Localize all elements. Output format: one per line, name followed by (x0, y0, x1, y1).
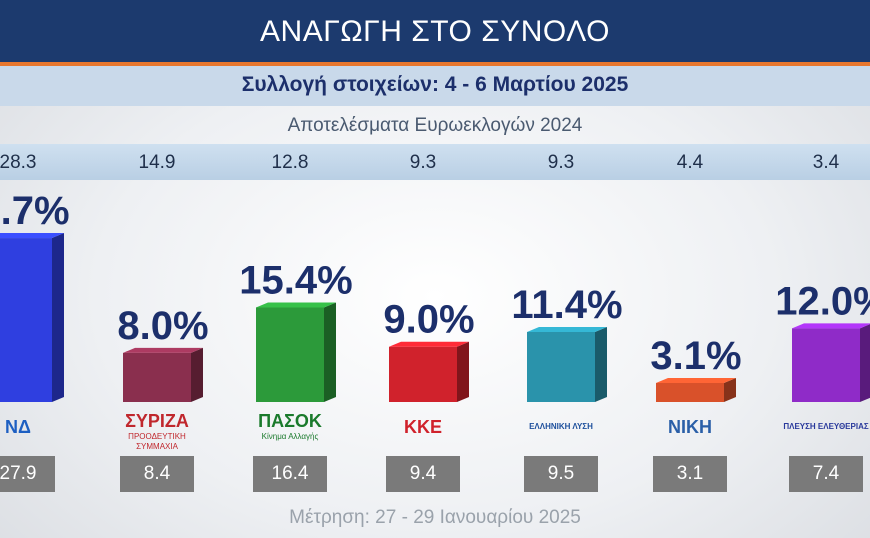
party-logo-text: ΝΔ (5, 417, 31, 437)
euro-result-value: 14.9 (138, 152, 176, 173)
data-label: 11.4% (511, 283, 622, 327)
euro-result-value: 9.3 (409, 152, 437, 173)
party-logo-text: ΚΚΕ (403, 417, 442, 437)
euro-result-value: 12.8 (271, 152, 309, 173)
bar-top (792, 323, 870, 329)
bar-side (860, 324, 870, 402)
bar-side (324, 302, 336, 402)
euro-result-value: 3.4 (812, 152, 840, 173)
data-label: 12.0% (775, 279, 870, 323)
bar-side (724, 377, 736, 402)
previous-poll-value: 9.4 (386, 456, 460, 492)
previous-poll-value: 3.1 (653, 456, 727, 492)
data-label: 3.1% (650, 334, 741, 378)
bar-side (191, 347, 203, 402)
party-logo: ΠΑΣΟΚ Κίνημα Αλλαγής (242, 410, 338, 448)
bar (256, 307, 324, 402)
bar (389, 346, 457, 402)
bar-top (0, 233, 64, 239)
euro-result-value: 4.4 (676, 152, 704, 173)
previous-poll-label: Μέτρηση: 27 - 29 Ιανουαρίου 2025 (289, 507, 581, 528)
bar-top (656, 377, 736, 383)
party-logo-text: ΣΥΡΙΖΑ (125, 411, 189, 431)
party-logo: ΚΚΕ (375, 410, 471, 448)
data-label: 9.0% (383, 298, 474, 342)
party-logo-text: ΠΑΣΟΚ (258, 411, 322, 431)
page-title: ΑΝΑΓΩΓΗ ΣΤΟ ΣΥΝΟΛΟ (260, 15, 610, 48)
party-logo-text: ΝΙΚΗ (668, 417, 712, 437)
bar (123, 352, 191, 402)
euro-results-label: Αποτελέσματα Ευρωεκλογών 2024 (287, 115, 583, 136)
bar (527, 332, 595, 402)
euro-result-value: 28.3 (0, 152, 37, 173)
bar-side (595, 327, 607, 402)
party-logo: ΝΔ (0, 410, 66, 448)
bar (656, 382, 724, 402)
bar-top (389, 341, 469, 347)
bar-top (256, 302, 336, 308)
party-logo: ΠΛΕΥΣΗ ΕΛΕΥΘΕΡΙΑΣ (778, 410, 870, 448)
bar-top (123, 347, 203, 353)
party-logo-subtext: Κίνημα Αλλαγής (261, 432, 319, 441)
previous-poll-value: 16.4 (253, 456, 327, 492)
previous-poll-value: 27.9 (0, 456, 55, 492)
data-label: 8.0% (117, 304, 208, 348)
header-bar: ΑΝΑΓΩΓΗ ΣΤΟ ΣΥΝΟΛΟ (0, 0, 870, 62)
accent-line (0, 62, 870, 66)
bar (0, 238, 52, 402)
bar-side (52, 233, 64, 402)
data-label: 15.4% (239, 258, 352, 302)
poll-dates: Συλλογή στοιχείων: 4 - 6 Μαρτίου 2025 (0, 66, 870, 106)
previous-poll-value: 9.5 (524, 456, 598, 492)
party-logo-subtext: ΠΡΟΟΔΕΥΤΙΚΗ ΣΥΜΜΑΧΙΑ (128, 432, 186, 451)
data-label: 6.7% (0, 189, 70, 233)
previous-poll-value: 8.4 (120, 456, 194, 492)
party-logo: ΕΛΛΗΝΙΚΗ ΛΥΣΗ (513, 410, 609, 448)
party-logo-text: ΠΛΕΥΣΗ ΕΛΕΥΘΕΡΙΑΣ (783, 422, 869, 431)
bar (792, 328, 860, 402)
previous-poll-value: 7.4 (789, 456, 863, 492)
bar-side (457, 341, 469, 402)
party-logo-text: ΕΛΛΗΝΙΚΗ ΛΥΣΗ (529, 422, 593, 431)
party-logo: ΝΙΚΗ (642, 410, 738, 448)
bar-top (527, 327, 607, 333)
party-logo: ΣΥΡΙΖΑ ΠΡΟΟΔΕΥΤΙΚΗ ΣΥΜΜΑΧΙΑ (109, 410, 205, 451)
euro-result-value: 9.3 (547, 152, 575, 173)
euro-results-band: 28.3 14.9 12.8 9.3 9.3 4.4 3.4 (0, 144, 870, 180)
